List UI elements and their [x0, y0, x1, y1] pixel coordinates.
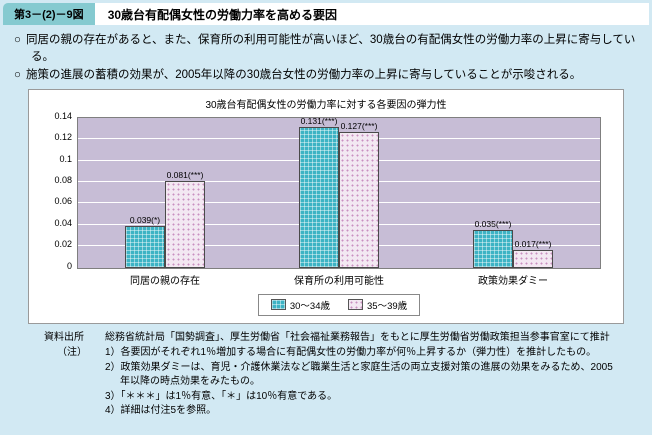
y-tick-label: 0.12: [54, 132, 72, 143]
bullet-text: 同居の親の存在があると、また、保育所の利用可能性が高いほど、30歳台の有配偶女性…: [25, 34, 636, 64]
bar-value-label: 0.039(*): [129, 214, 161, 225]
chart-panel: 30歳台有配偶女性の労働力率に対する各要因の弾力性 0 0.02 0.04 0.06 0…: [28, 88, 624, 324]
legend-row: 30～34歳 35～39歳: [78, 293, 600, 316]
y-tick-label: 0: [66, 260, 72, 271]
bar-s0-c0: 0.039(*): [125, 215, 165, 268]
bar-s1-c2: 0.017(***): [513, 239, 553, 268]
bullet-item-1: ○ 同居の親の存在があると、また、保育所の利用可能性が高いほど、30歳台の有配偶女…: [14, 32, 638, 67]
chart-row: 0 0.02 0.04 0.06 0.08 0.1 0.12 0.14 0.039(*) 0.0…: [37, 111, 615, 270]
y-tick-label: 0.08: [54, 175, 72, 186]
figure-title: 30歳台有配偶女性の労働力率を高める要因: [94, 3, 649, 25]
source-text: 総務省統計局「国勢調査」、厚生労働省「社会福祉業務報告」をもとに厚生労働省労働政…: [105, 331, 610, 343]
bar-value-label: 0.127(***): [340, 120, 378, 131]
bar-group-1: 0.131(***) 0.127(***): [252, 116, 426, 268]
bar-s1-c0: 0.081(***): [165, 170, 205, 268]
bar-value-label: 0.017(***): [514, 238, 552, 249]
chart-title: 30歳台有配偶女性の労働力率に対する各要因の弾力性: [205, 99, 447, 111]
note-item: 4）詳細は付注5を参照。: [105, 405, 217, 417]
y-tick-label: 0.14: [54, 110, 72, 121]
legend-item-1: 35～39歳: [348, 298, 407, 312]
notes-row: （注） 1）各要因がそれぞれ1％増加する場合に有配偶女性の労働力率が何％上昇する…: [57, 346, 622, 419]
bar-value-label: 0.081(***): [166, 169, 204, 180]
note-item: 1）各要因がそれぞれ1％増加する場合に有配偶女性の労働力率が何％上昇するか（弾力…: [105, 347, 597, 359]
x-category-label: 政策効果ダミー: [478, 275, 548, 287]
figure-number: 第3－(2)－9図: [3, 3, 95, 25]
figure-header: 第3－(2)－9図 30歳台有配偶女性の労働力率を高める要因: [3, 3, 649, 25]
bullet-marker: ○: [14, 34, 21, 46]
note-item: 2）政策効果ダミーは、育児・介護休業法など職業生活と家庭生活の両立支援対策の進展…: [105, 361, 613, 388]
y-tick-label: 0.04: [54, 217, 72, 228]
summary-bullets: ○ 同居の親の存在があると、また、保育所の利用可能性が高いほど、30歳台の有配偶女…: [14, 32, 638, 84]
source-row: 資料出所 総務省統計局「国勢調査」、厚生労働省「社会福祉業務報告」をもとに厚生労…: [44, 331, 622, 346]
y-tick-label: 0.02: [54, 239, 72, 250]
notes-label: （注）: [57, 347, 87, 359]
source-label: 資料出所: [44, 331, 84, 343]
y-tick-label: 0.1: [59, 153, 72, 164]
bar-s0-c1: 0.131(***): [299, 116, 339, 268]
legend-swatch: [270, 299, 286, 311]
plot-area: 0.039(*) 0.081(***) 0.131(***) 0.127(***) 0.…: [77, 116, 601, 269]
x-category-label: 同居の親の存在: [130, 275, 200, 287]
x-category-label: 保育所の利用可能性: [294, 275, 384, 287]
y-tick-label: 0.06: [54, 196, 72, 207]
bullet-item-2: ○ 施策の進展の蓄積の効果が、2005年以降の30歳台女性の労働力率の上昇に寄与し…: [14, 67, 638, 84]
note-item: 3）「＊＊＊」は1％有意、「＊」は10％有意である。: [105, 390, 338, 402]
notes-list: 1）各要因がそれぞれ1％増加する場合に有配偶女性の労働力率が何％上昇するか（弾力…: [105, 346, 622, 419]
bullet-text: 施策の進展の蓄積の効果が、2005年以降の30歳台女性の労働力率の上昇に寄与して…: [25, 68, 582, 81]
bar-s0-c2: 0.035(***): [473, 219, 513, 268]
bar-value-label: 0.131(***): [300, 116, 338, 127]
legend: 30～34歳 35～39歳: [257, 293, 421, 316]
bar-group-2: 0.035(***) 0.017(***): [426, 118, 600, 268]
legend-swatch: [348, 299, 363, 311]
y-axis: 0 0.02 0.04 0.06 0.08 0.1 0.12 0.14: [37, 111, 77, 270]
x-axis-labels: 同居の親の存在 保育所の利用可能性 政策効果ダミー: [78, 272, 600, 287]
legend-label: 30～34歳: [289, 300, 330, 312]
bar-group-0: 0.039(*) 0.081(***): [78, 118, 252, 268]
bar-s1-c1: 0.127(***): [339, 121, 379, 268]
legend-item-0: 30～34歳: [270, 298, 330, 312]
bar-value-label: 0.035(***): [474, 219, 512, 230]
legend-label: 35～39歳: [367, 300, 408, 312]
bullet-marker: ○: [14, 68, 21, 81]
